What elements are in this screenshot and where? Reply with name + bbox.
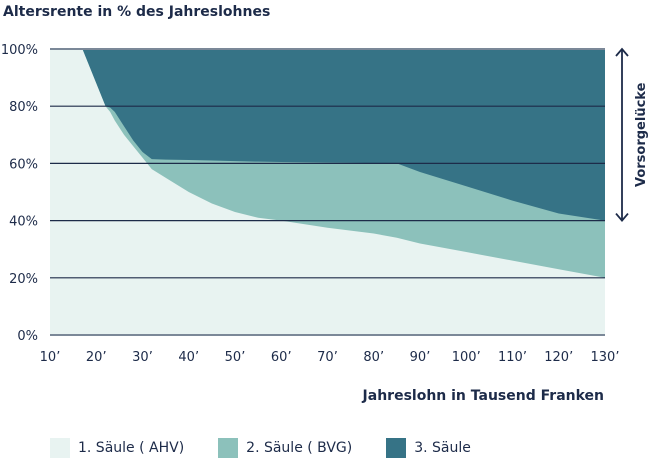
x-tick-label: 110’ (498, 350, 527, 365)
x-tick-label: 30’ (132, 350, 153, 365)
y-tick-label: 40% (9, 215, 38, 230)
x-tick-label: 60’ (271, 350, 292, 365)
x-tick-label: 80’ (363, 350, 384, 365)
x-tick-label: 70’ (317, 350, 338, 365)
arrow-head-down-icon (615, 213, 629, 222)
legend-item-3: 3. Säule (386, 438, 471, 458)
legend-swatch (386, 438, 407, 458)
x-axis-label: Jahreslohn in Tausend Franken (362, 388, 604, 404)
arrow-head-up-icon (615, 47, 629, 57)
legend-label: 1. Säule ( AHV) (78, 440, 185, 456)
y-tick-label: 0% (17, 329, 38, 344)
y-tick-label: 80% (9, 100, 38, 115)
x-tick-label: 20’ (86, 350, 107, 365)
y-tick-label: 20% (9, 272, 38, 287)
legend-label: 2. Säule ( BVG) (246, 440, 353, 456)
x-tick-label: 50’ (225, 350, 246, 365)
x-tick-label: 40’ (178, 350, 199, 365)
legend-item-bvg: 2. Säule ( BVG) (218, 438, 352, 458)
x-tick-label: 90’ (410, 350, 431, 365)
x-tick-label: 130’ (591, 350, 620, 365)
legend-swatch (218, 438, 239, 458)
area-1 (50, 49, 605, 335)
legend-item-ahv: 1. Säule ( AHV) (50, 438, 184, 458)
chart-title: Altersrente in % des Jahreslohnes (3, 4, 271, 20)
x-tick-label: 120’ (544, 350, 573, 365)
legend: 1. Säule ( AHV) 2. Säule ( BVG) 3. Säule (50, 438, 505, 458)
annotation-label: Vorsorgelücke (634, 82, 649, 187)
legend-label: 3. Säule (414, 440, 471, 456)
x-tick-label: 100’ (452, 350, 481, 365)
y-tick-label: 100% (1, 43, 38, 58)
y-tick-label: 60% (9, 157, 38, 172)
legend-swatch (50, 438, 70, 458)
x-tick-label: 10’ (40, 350, 61, 365)
